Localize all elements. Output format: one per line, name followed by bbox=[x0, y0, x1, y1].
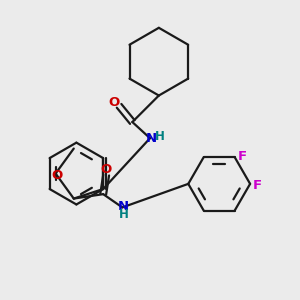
Text: N: N bbox=[145, 132, 156, 145]
Text: O: O bbox=[52, 169, 63, 182]
Text: H: H bbox=[155, 130, 165, 143]
Text: N: N bbox=[118, 200, 129, 213]
Text: H: H bbox=[118, 208, 128, 221]
Text: F: F bbox=[238, 150, 247, 163]
Text: O: O bbox=[100, 163, 112, 176]
Text: O: O bbox=[108, 96, 119, 109]
Text: F: F bbox=[253, 179, 262, 192]
